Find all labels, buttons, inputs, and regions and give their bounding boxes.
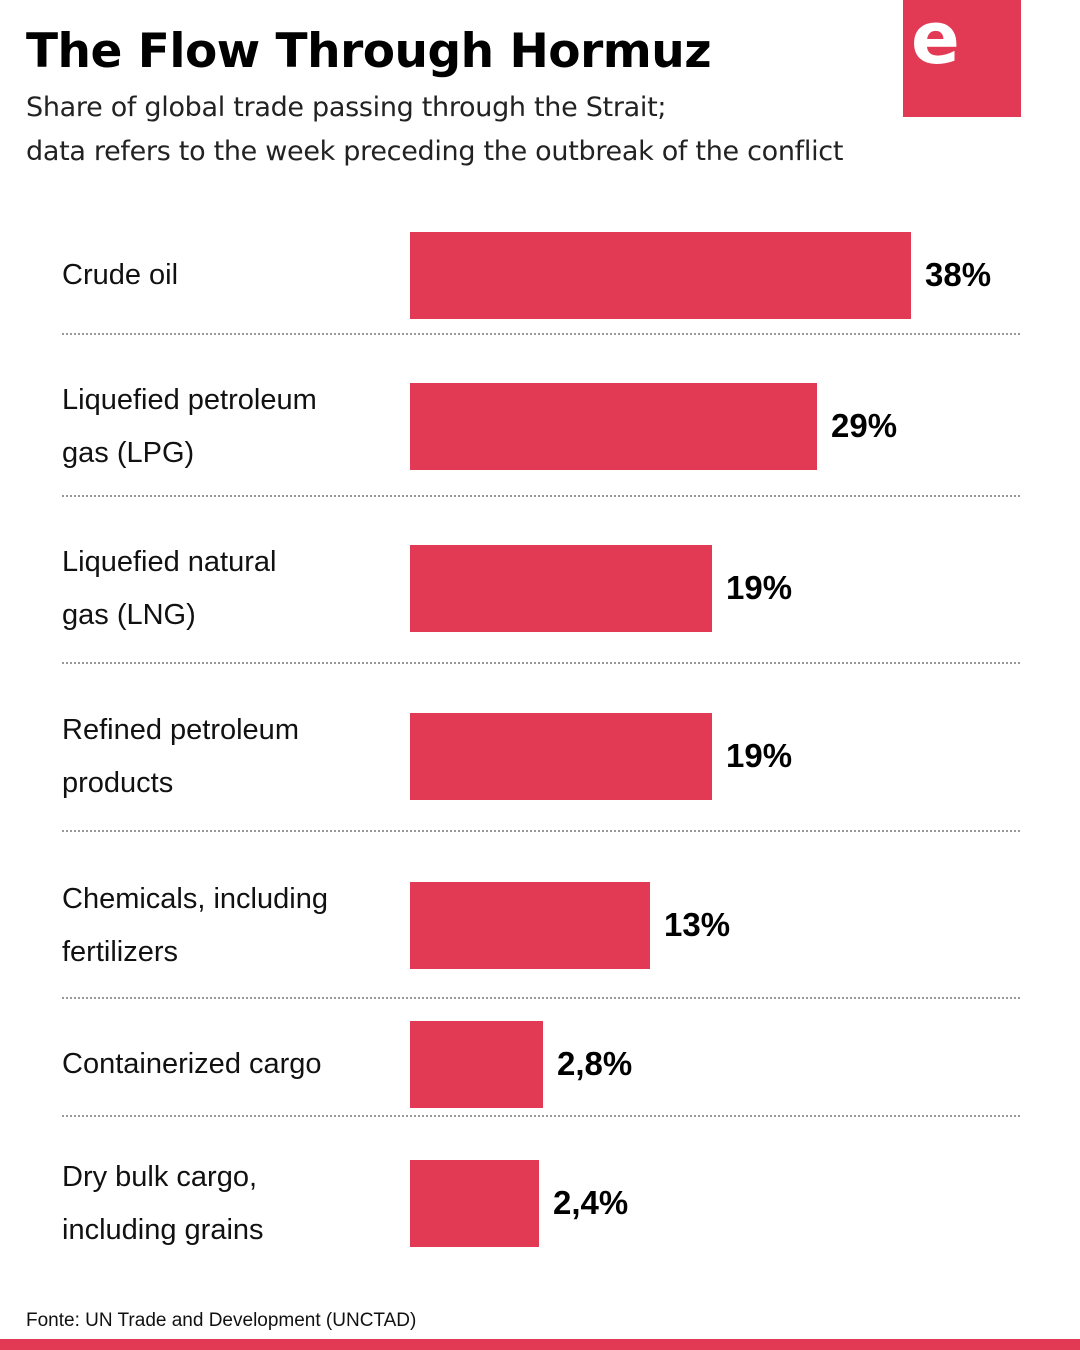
- bar: [410, 882, 650, 969]
- category-label-line: Crude oil: [62, 259, 179, 291]
- bar: [410, 232, 911, 319]
- value-label: 2,4%: [553, 1183, 629, 1221]
- chart-title: The Flow Through Hormuz: [26, 24, 712, 79]
- category-label-line: fertilizers: [62, 935, 179, 968]
- source-note: Fonte: UN Trade and Development (UNCTAD): [26, 1310, 417, 1331]
- chart-subtitle-line-1: Share of global trade passing through th…: [26, 92, 667, 123]
- brand-logo: e: [903, 0, 1021, 117]
- category-label-line: Dry bulk cargo,: [62, 1160, 258, 1193]
- bar: [410, 1021, 543, 1108]
- bar: [410, 713, 712, 800]
- category-label: Liquefied petroleum gas (LPG): [62, 374, 317, 480]
- row-divider: [62, 662, 1020, 664]
- category-label-line: products: [62, 766, 174, 799]
- category-label: Chemicals, including fertilizers: [62, 873, 328, 979]
- bar: [410, 1160, 539, 1247]
- chart-subtitle-line-2: data refers to the week preceding the ou…: [26, 136, 844, 167]
- category-label-line: Liquefied petroleum: [62, 383, 317, 416]
- logo-letter-e-icon: e: [911, 0, 960, 80]
- bar: [410, 545, 712, 632]
- category-label-line: Containerized cargo: [62, 1048, 322, 1080]
- category-label-line: Chemicals, including: [62, 882, 328, 915]
- value-label: 19%: [726, 568, 793, 606]
- row-divider: [62, 997, 1020, 999]
- category-label: Refined petroleum products: [62, 704, 299, 810]
- category-label-line: Liquefied natural: [62, 545, 277, 578]
- bar: [410, 383, 817, 470]
- value-label: 13%: [664, 905, 731, 943]
- category-label: Liquefied natural gas (LNG): [62, 536, 276, 642]
- category-label-line: gas (LPG): [62, 436, 195, 469]
- category-label: Containerized cargo: [62, 1038, 322, 1091]
- row-divider: [62, 333, 1020, 335]
- category-label: Dry bulk cargo, including grains: [62, 1151, 264, 1257]
- row-divider: [62, 495, 1020, 497]
- category-label-line: including grains: [62, 1213, 264, 1246]
- row-divider: [62, 830, 1020, 832]
- row-divider: [62, 1115, 1020, 1117]
- category-label-line: Refined petroleum: [62, 713, 299, 746]
- value-label: 38%: [925, 255, 992, 293]
- value-label: 19%: [726, 736, 793, 774]
- bottom-accent-bar: [0, 1339, 1080, 1350]
- category-label-line: gas (LNG): [62, 598, 196, 631]
- category-label: Crude oil: [62, 249, 178, 302]
- value-label: 29%: [831, 406, 898, 444]
- value-label: 2,8%: [557, 1044, 633, 1082]
